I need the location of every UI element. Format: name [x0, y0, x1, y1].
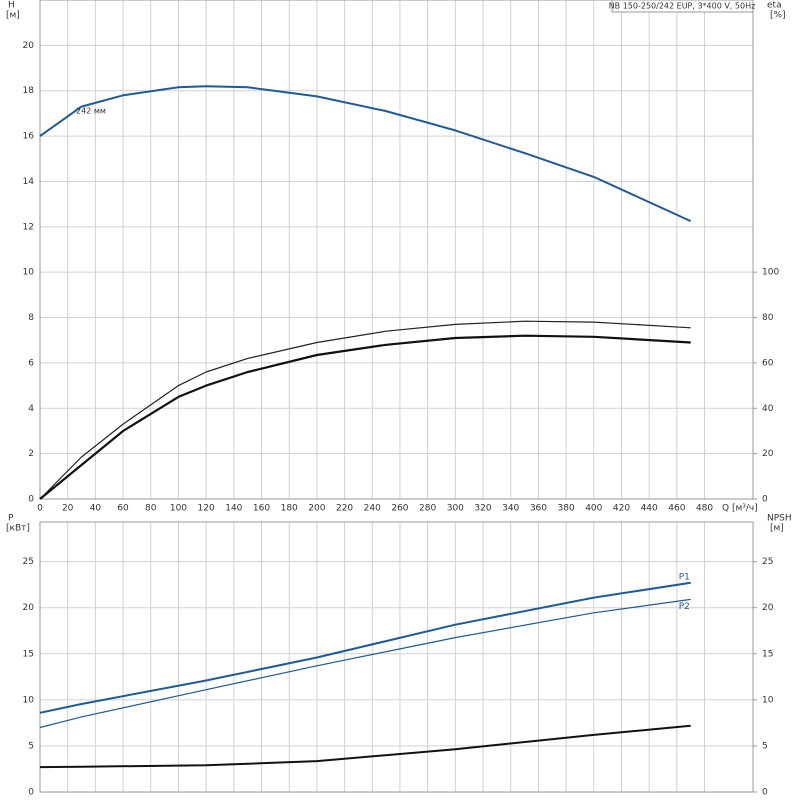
y-tick-label: 20 — [23, 603, 35, 613]
y2-axis-label: NPSH — [767, 514, 792, 524]
y-tick-label: 4 — [28, 404, 34, 414]
y-tick-label: 18 — [23, 86, 35, 96]
y-axis-unit: [кВт] — [6, 524, 30, 534]
y2-tick-label: 20 — [762, 603, 774, 613]
y-tick-label: 20 — [23, 41, 35, 51]
x-tick-label: 140 — [225, 504, 242, 514]
x-tick-label: 460 — [668, 504, 685, 514]
x-tick-label: 480 — [696, 504, 713, 514]
x-tick-label: 160 — [253, 504, 270, 514]
x-tick-label: 420 — [613, 504, 630, 514]
x-tick-label: 360 — [530, 504, 547, 514]
y-tick-label: 10 — [23, 695, 35, 705]
chart-title: NB 150-250/242 EUP, 3*400 V, 50Hz — [609, 2, 756, 11]
x-tick-label: 400 — [585, 504, 602, 514]
y2-axis-unit: [м] — [770, 524, 784, 534]
y-tick-label: 8 — [28, 313, 34, 323]
y2-tick-label: 80 — [762, 313, 774, 323]
x-tick-label: 320 — [474, 504, 491, 514]
y-tick-label: 0 — [28, 495, 34, 505]
x-tick-label: 220 — [336, 504, 353, 514]
plot-frame — [39, 0, 754, 500]
series-line — [39, 724, 691, 769]
x-tick-label: 240 — [364, 504, 381, 514]
x-tick-label: 60 — [117, 504, 129, 514]
y-tick-label: 2 — [28, 449, 34, 459]
y-axis-label: P — [8, 514, 14, 524]
y-axis-unit: [м] — [6, 11, 20, 21]
y-tick-label: 5 — [28, 741, 34, 751]
y-tick-label: 6 — [28, 358, 34, 368]
y2-tick-label: 10 — [762, 695, 774, 705]
x-axis-label: Q [м³/ч] — [722, 504, 758, 514]
title-box — [611, 0, 754, 13]
y-tick-label: 15 — [23, 649, 34, 659]
y2-tick-label: 20 — [762, 449, 774, 459]
series-line — [39, 85, 692, 223]
y-tick-label: 14 — [23, 177, 35, 187]
y2-tick-label: 40 — [762, 404, 774, 414]
x-tick-label: 260 — [391, 504, 408, 514]
x-tick-label: 20 — [62, 504, 74, 514]
curve-annotation: 242 мм — [76, 107, 106, 116]
series-label: P2 — [679, 602, 690, 612]
series-line — [39, 320, 691, 500]
x-tick-label: 300 — [447, 504, 464, 514]
y-tick-label: 10 — [23, 268, 35, 278]
x-tick-label: 100 — [170, 504, 187, 514]
series-label: P1 — [679, 572, 690, 582]
y2-tick-label: 0 — [762, 788, 768, 798]
series-line — [39, 581, 691, 714]
series-line — [39, 598, 691, 729]
x-tick-label: 80 — [145, 504, 157, 514]
x-tick-label: 180 — [281, 504, 298, 514]
y2-tick-label: 15 — [762, 649, 773, 659]
y2-tick-label: 5 — [762, 741, 768, 751]
y-tick-label: 12 — [23, 222, 34, 232]
x-tick-label: 280 — [419, 504, 436, 514]
y-tick-label: 0 — [28, 788, 34, 798]
x-tick-label: 120 — [198, 504, 215, 514]
x-tick-label: 440 — [641, 504, 658, 514]
y-axis-label: H — [8, 1, 15, 11]
y2-tick-label: 100 — [762, 268, 779, 278]
x-tick-label: 0 — [37, 504, 43, 514]
x-tick-label: 40 — [90, 504, 102, 514]
y-tick-label: 16 — [23, 132, 35, 142]
y2-axis-unit: [%] — [770, 11, 786, 21]
y2-tick-label: 0 — [762, 495, 768, 505]
y2-axis-label: eta — [767, 1, 782, 11]
y2-tick-label: 60 — [762, 358, 774, 368]
plot-frame — [39, 521, 754, 793]
x-tick-label: 340 — [502, 504, 519, 514]
y2-tick-label: 25 — [762, 557, 773, 567]
series-line — [39, 334, 691, 500]
x-tick-label: 200 — [308, 504, 325, 514]
y-tick-label: 25 — [23, 557, 34, 567]
x-tick-label: 380 — [558, 504, 575, 514]
